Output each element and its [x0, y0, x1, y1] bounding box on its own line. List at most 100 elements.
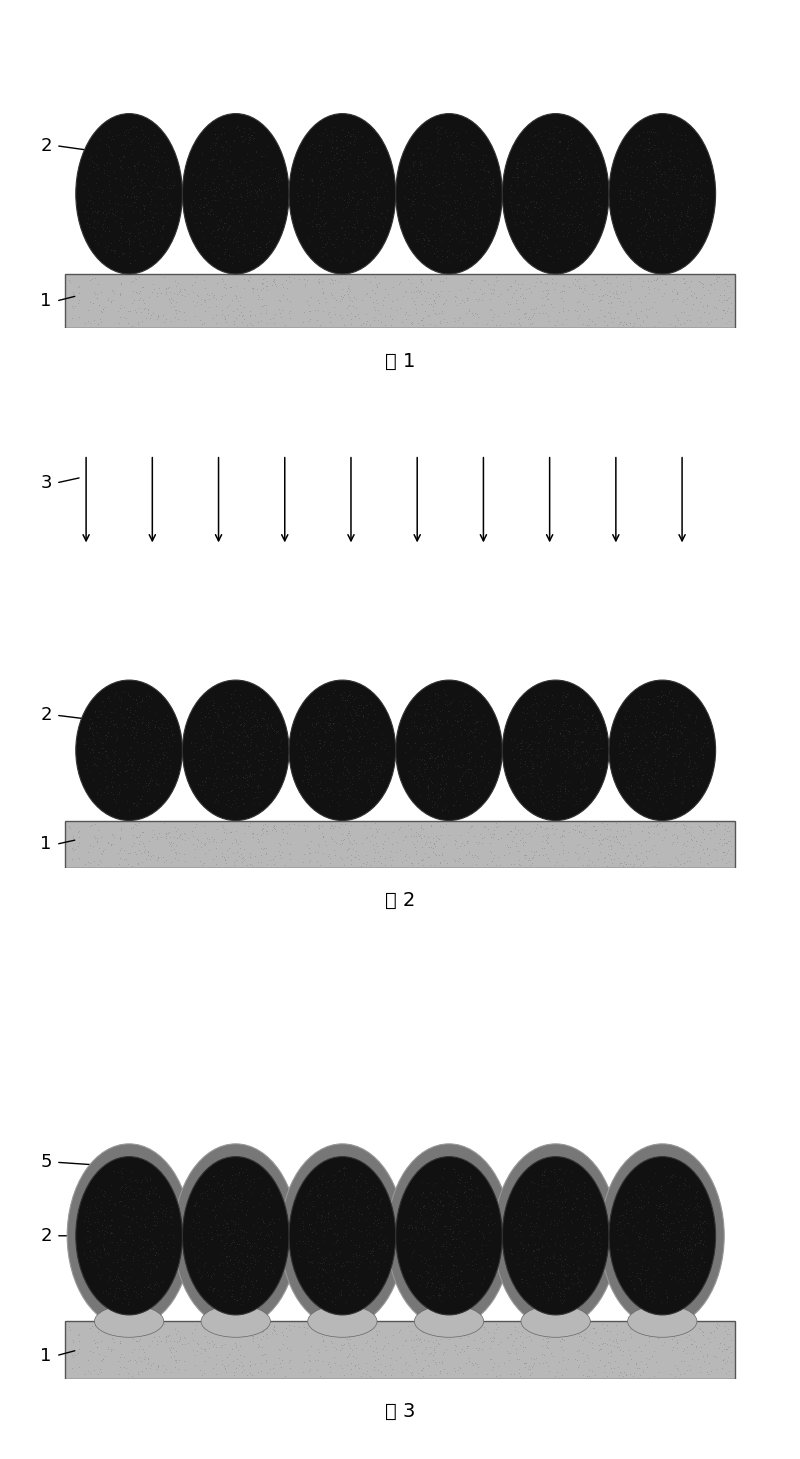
Point: [402, 1215, 415, 1239]
Point: [646, 722, 659, 746]
Point: [440, 1237, 453, 1261]
Point: [268, 1361, 281, 1385]
Point: [344, 725, 357, 748]
Point: [522, 1355, 535, 1379]
Point: [175, 283, 188, 306]
Point: [334, 150, 347, 174]
Point: [218, 1320, 231, 1344]
Point: [587, 1221, 600, 1245]
Point: [484, 200, 497, 223]
Point: [466, 843, 478, 867]
Point: [666, 705, 679, 728]
Point: [569, 818, 582, 842]
Point: [204, 1275, 217, 1299]
Point: [98, 1226, 110, 1249]
Point: [98, 694, 111, 718]
Point: [594, 1212, 606, 1236]
Point: [718, 827, 730, 851]
Point: [401, 716, 414, 740]
Point: [492, 1332, 505, 1355]
Point: [407, 824, 420, 848]
Point: [142, 1275, 154, 1299]
Point: [648, 159, 661, 182]
Point: [526, 846, 538, 870]
Point: [122, 1204, 134, 1227]
Point: [674, 709, 687, 732]
Point: [253, 1166, 266, 1189]
Point: [677, 1319, 690, 1342]
Point: [574, 177, 586, 200]
Point: [431, 744, 444, 767]
Point: [331, 159, 344, 182]
Point: [586, 722, 599, 746]
Point: [426, 781, 438, 804]
Point: [114, 836, 127, 859]
Point: [368, 169, 381, 193]
Point: [542, 727, 555, 750]
Point: [650, 301, 662, 324]
Point: [504, 820, 517, 843]
Point: [137, 1236, 150, 1259]
Point: [461, 1218, 474, 1242]
Point: [372, 156, 385, 179]
Point: [95, 737, 108, 760]
Point: [207, 139, 220, 162]
Point: [213, 177, 226, 200]
Point: [681, 1246, 694, 1269]
Point: [370, 137, 383, 160]
Point: [428, 1341, 441, 1364]
Point: [562, 681, 574, 705]
Point: [227, 128, 240, 152]
Point: [590, 210, 602, 233]
Point: [167, 295, 180, 318]
Point: [371, 840, 384, 864]
Point: [571, 214, 584, 238]
Point: [507, 826, 520, 849]
Point: [526, 1170, 538, 1193]
Point: [288, 813, 301, 836]
Point: [234, 699, 246, 722]
Point: [534, 1316, 547, 1339]
Point: [542, 1185, 554, 1208]
Point: [449, 1358, 462, 1382]
Point: [577, 172, 590, 196]
Point: [682, 705, 694, 728]
Point: [439, 1214, 452, 1237]
Point: [246, 1329, 259, 1352]
Point: [341, 226, 354, 249]
Point: [172, 299, 185, 322]
Point: [149, 1214, 162, 1237]
Point: [666, 279, 678, 302]
Point: [684, 178, 697, 201]
Point: [553, 142, 566, 165]
Point: [165, 837, 178, 861]
Point: [634, 242, 647, 266]
Point: [607, 285, 620, 308]
Point: [108, 740, 121, 763]
Point: [223, 139, 236, 162]
Point: [146, 280, 158, 303]
Point: [523, 786, 536, 810]
Point: [338, 740, 351, 763]
Point: [582, 308, 595, 331]
Point: [603, 1319, 616, 1342]
Point: [685, 765, 698, 788]
Point: [325, 779, 338, 802]
Point: [524, 848, 537, 871]
Point: [598, 845, 611, 868]
Point: [653, 1180, 666, 1204]
Point: [682, 753, 695, 776]
Point: [702, 852, 714, 875]
Point: [555, 150, 568, 174]
Point: [374, 1223, 387, 1246]
Point: [227, 1253, 240, 1277]
Point: [622, 699, 634, 722]
Point: [334, 1170, 346, 1193]
Point: [164, 762, 177, 785]
Point: [408, 763, 421, 786]
Point: [663, 144, 676, 168]
Point: [414, 282, 427, 305]
Point: [682, 196, 694, 219]
Point: [467, 1227, 480, 1250]
Point: [542, 160, 554, 184]
